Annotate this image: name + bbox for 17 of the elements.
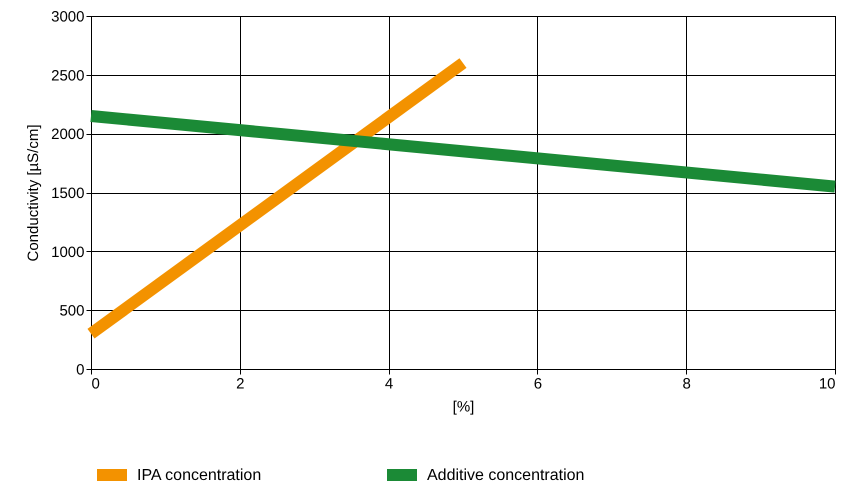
y-axis-title: Conductivity [µS/cm]	[25, 124, 42, 262]
legend-label: Additive concentration	[427, 467, 584, 483]
y-tick-label: 0	[76, 362, 84, 378]
y-tick-label: 1000	[51, 244, 84, 261]
y-tick-label: 3000	[51, 8, 84, 26]
y-tick-label: 2000	[51, 126, 84, 144]
y-tick-label: 500	[59, 302, 84, 320]
x-tick-label: 8	[682, 376, 691, 392]
legend-label: IPA concentration	[137, 467, 262, 483]
x-axis-title: [%]	[452, 398, 474, 416]
x-tick-label: 0	[92, 376, 100, 392]
x-tick-label: 10	[818, 376, 836, 392]
y-tick-label: 2500	[51, 67, 84, 84]
y-tick-label: 1500	[51, 185, 84, 202]
x-tick-label: 6	[534, 376, 542, 392]
x-tick-label: 4	[384, 376, 394, 392]
x-tick-label: 2	[236, 376, 244, 392]
